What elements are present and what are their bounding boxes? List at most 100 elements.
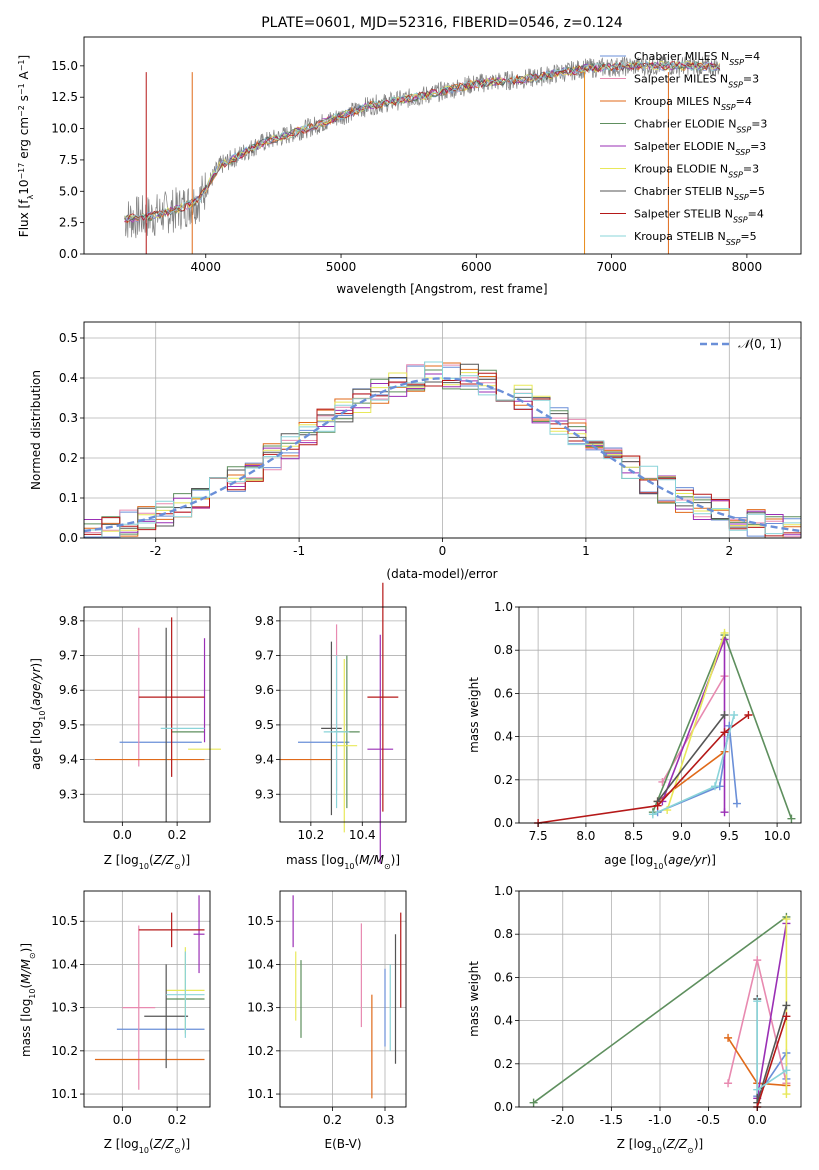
y-tick-label: 10.1	[51, 1087, 78, 1101]
y-tick-label: 10.1	[247, 1087, 274, 1101]
y-tick-label: 0.5	[59, 331, 78, 345]
weight-point	[720, 808, 729, 817]
x-tick-label: 0.2	[323, 1113, 342, 1127]
y-tick-label: 0.2	[494, 1057, 513, 1071]
x-tick-label: 2	[725, 544, 733, 558]
x-tick-label: 8000	[732, 260, 763, 274]
y-tick-label: 10.4	[247, 957, 274, 971]
model-spectrum-2	[124, 61, 721, 224]
y-tick-label: 0.2	[59, 451, 78, 465]
x-tick-label: 0.2	[168, 1113, 187, 1127]
x-tick-label: 5000	[326, 260, 357, 274]
x-tick-label: 10.2	[297, 828, 324, 842]
y-tick-label: 9.4	[255, 753, 274, 767]
x-tick-label: 0.3	[375, 1113, 394, 1127]
weight-point	[753, 1085, 762, 1094]
y-tick-label: 10.3	[247, 1001, 274, 1015]
x-tick-label: 4000	[190, 260, 221, 274]
y-tick-label: 10.5	[247, 914, 274, 928]
legend-entry: Chabrier ELODIE NSSP=3	[634, 118, 767, 135]
x-tick-label: -0.5	[697, 1113, 720, 1127]
legend-entry: 𝒩(0, 1)	[738, 337, 782, 351]
y-tick-label: 9.4	[59, 753, 78, 767]
y-tick-label: 0.3	[59, 411, 78, 425]
z-age-panel-frame	[83, 606, 211, 823]
weight-point	[724, 1079, 733, 1088]
y-tick-label: 9.8	[255, 614, 274, 628]
y-tick-label: 9.8	[59, 614, 78, 628]
weight-point	[732, 799, 741, 808]
y-tick-label: 7.5	[59, 153, 78, 167]
legend-entry: Salpeter STELIB NSSP=4	[634, 208, 764, 225]
weight-point	[720, 728, 729, 737]
x-axis-label: Z [log10(Z/Z⊙)]	[617, 1137, 703, 1155]
weight-point	[782, 1001, 791, 1010]
y-tick-label: 0.6	[494, 970, 513, 984]
weight-point	[787, 814, 796, 823]
y-tick-label: 10.4	[51, 957, 78, 971]
y-tick-label: 9.6	[59, 683, 78, 697]
y-tick-label: 0.4	[59, 371, 78, 385]
y-tick-label: 1.0	[494, 884, 513, 898]
y-tick-label: 9.6	[255, 683, 274, 697]
y-axis-label: mass [log10(M/M⊙)]	[19, 943, 37, 1057]
x-tick-label: 0.0	[113, 828, 132, 842]
weight-point	[782, 1090, 791, 1099]
y-tick-label: 5.0	[59, 184, 78, 198]
y-tick-label: 10.5	[51, 914, 78, 928]
x-tick-label: 1	[582, 544, 590, 558]
y-tick-label: 10.0	[51, 122, 78, 136]
weight-point	[782, 1012, 791, 1021]
weight-point	[730, 711, 739, 719]
weight-point	[782, 915, 791, 924]
y-tick-label: 12.5	[51, 90, 78, 104]
x-tick-label: -1.5	[600, 1113, 623, 1127]
axes-layer	[80, 36, 802, 1111]
x-tick-label: 0	[439, 544, 447, 558]
x-tick-label: -2	[150, 544, 162, 558]
weight-series-4	[756, 923, 788, 1099]
text-layer: 4000 5000 6000 7000 80000.02.55.07.510.012.5…	[17, 15, 791, 1155]
data-layer	[83, 56, 802, 1111]
x-tick-label: 6000	[461, 260, 492, 274]
model-spectrum-4	[124, 60, 721, 223]
mass-age-panel-frame	[279, 606, 407, 823]
spectrum-panel-frame	[83, 36, 802, 255]
legend-entry: Salpeter ELODIE NSSP=3	[634, 140, 766, 157]
x-tick-label: 10.0	[764, 829, 791, 843]
y-tick-label: 9.3	[59, 787, 78, 801]
y-axis-label: age [log10(age/yr)]	[29, 658, 47, 770]
model-spectrum-3	[124, 61, 721, 222]
legend-entry: Chabrier MILES NSSP=4	[634, 50, 760, 67]
x-axis-label: Z [log10(Z/Z⊙)]	[104, 853, 190, 871]
x-tick-label: -1	[293, 544, 305, 558]
x-tick-label: 0.0	[113, 1113, 132, 1127]
y-tick-label: 0.0	[59, 247, 78, 261]
model-spectrum-5	[124, 60, 721, 221]
x-tick-label: 10.4	[349, 828, 376, 842]
model-spectrum-1	[124, 61, 720, 223]
y-tick-label: 0.2	[494, 773, 513, 787]
x-tick-label: 7.5	[529, 829, 548, 843]
y-tick-label: 10.2	[51, 1044, 78, 1058]
weight-point	[720, 628, 729, 637]
x-tick-label: -2.0	[551, 1113, 574, 1127]
x-axis-label: age [log10(age/yr)]	[604, 853, 716, 871]
y-tick-label: 1.0	[494, 600, 513, 614]
model-spectrum-7	[124, 61, 721, 223]
weight-point	[744, 711, 753, 719]
y-tick-label: 15.0	[51, 59, 78, 73]
weight-point	[782, 1066, 791, 1075]
chart-title: PLATE=0601, MJD=52316, FIBERID=0546, z=0…	[261, 15, 623, 31]
weight-series-7	[756, 1016, 788, 1108]
y-tick-label: 0.0	[59, 531, 78, 545]
y-tick-label: 0.0	[494, 1100, 513, 1114]
weight-series-7	[537, 714, 749, 824]
y-axis-label: Flux [fλ10−17 erg cm−2 s−1 A−1]	[17, 55, 35, 237]
weight-point	[753, 956, 762, 965]
weight-point	[710, 782, 719, 791]
legend-entry: Chabrier STELIB NSSP=5	[634, 185, 765, 202]
y-tick-label: 9.3	[255, 787, 274, 801]
x-tick-label: 0.2	[168, 828, 187, 842]
